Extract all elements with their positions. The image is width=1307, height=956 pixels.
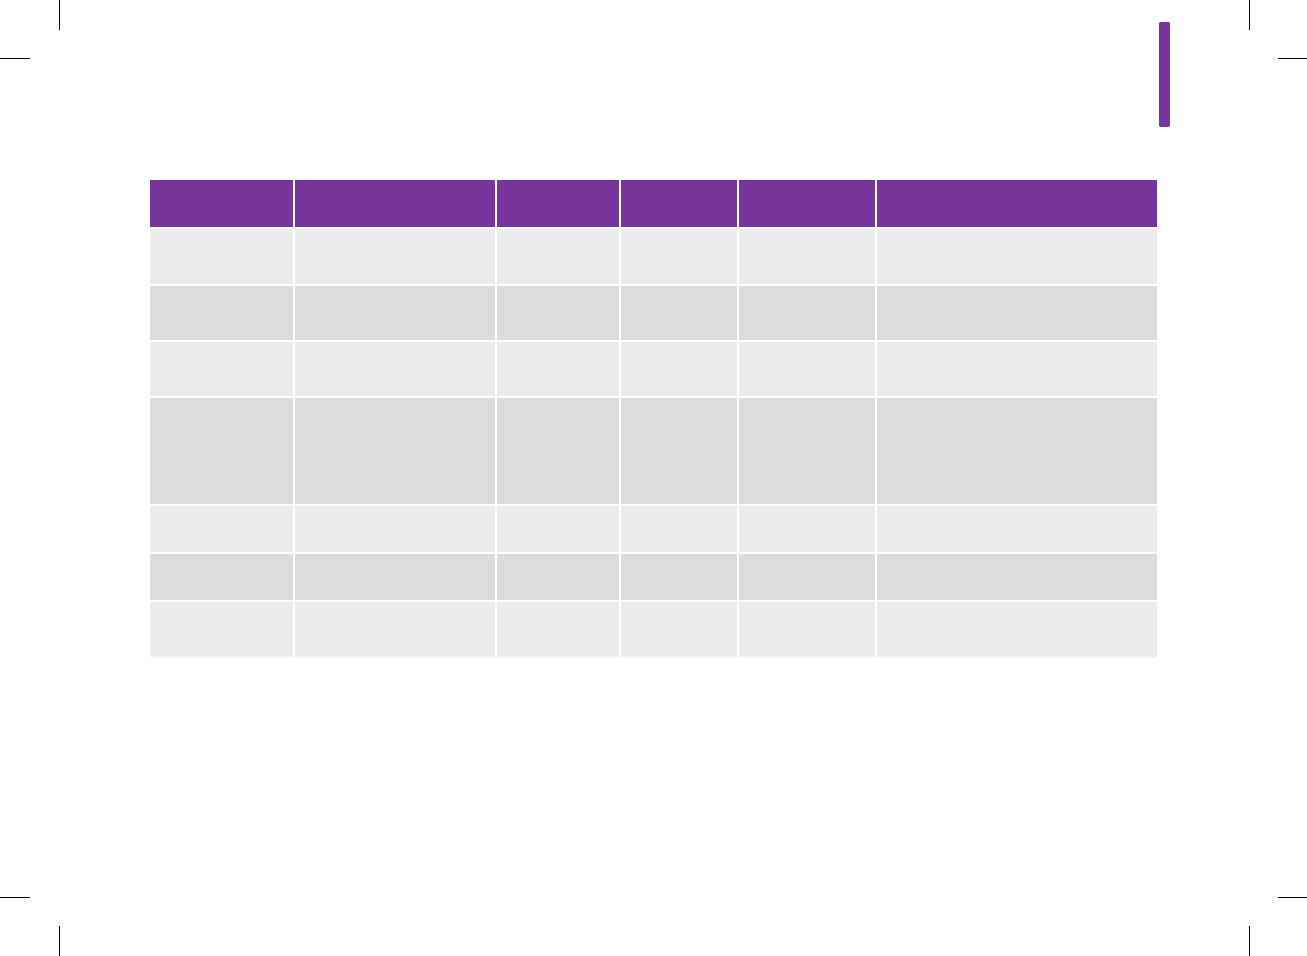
- table-cell: [621, 602, 737, 657]
- table-cell: [497, 286, 619, 340]
- table-cell: [295, 342, 495, 396]
- table-cell: [739, 342, 875, 396]
- table-cell: [497, 229, 619, 284]
- table-cell: [295, 286, 495, 340]
- table-cell: [739, 398, 875, 504]
- table-cell: [739, 554, 875, 600]
- table-cell: [150, 506, 293, 552]
- table-cell: [150, 342, 293, 396]
- table-cell: [877, 506, 1157, 552]
- table-cell: [877, 286, 1157, 340]
- header-cell: [295, 180, 495, 227]
- header-cell: [621, 180, 737, 227]
- table-cell: [877, 229, 1157, 284]
- table-cell: [877, 602, 1157, 657]
- table-cell: [295, 398, 495, 504]
- header-cell: [150, 180, 293, 227]
- table-cell: [497, 554, 619, 600]
- table-cell: [621, 398, 737, 504]
- table-cell: [295, 602, 495, 657]
- table-cell: [739, 229, 875, 284]
- table-cell: [295, 506, 495, 552]
- table-cell: [877, 398, 1157, 504]
- table-cell: [739, 506, 875, 552]
- table-cell: [150, 229, 293, 284]
- header-cell: [497, 180, 619, 227]
- table-cell: [150, 602, 293, 657]
- table-cell: [150, 554, 293, 600]
- header-cell: [739, 180, 875, 227]
- table-cell: [621, 554, 737, 600]
- table-cell: [295, 229, 495, 284]
- table-cell: [739, 286, 875, 340]
- table-cell: [621, 506, 737, 552]
- table-cell: [621, 229, 737, 284]
- table-cell: [497, 506, 619, 552]
- table-cell: [621, 342, 737, 396]
- header-cell: [877, 180, 1157, 227]
- table-cell: [497, 342, 619, 396]
- table: [150, 180, 1157, 657]
- table-cell: [621, 286, 737, 340]
- table-cell: [150, 398, 293, 504]
- table-cell: [150, 286, 293, 340]
- table-cell: [739, 602, 875, 657]
- table-cell: [877, 554, 1157, 600]
- accent-bar: [1159, 22, 1170, 127]
- table-cell: [497, 602, 619, 657]
- table-cell: [877, 342, 1157, 396]
- table-cell: [295, 554, 495, 600]
- table-cell: [497, 398, 619, 504]
